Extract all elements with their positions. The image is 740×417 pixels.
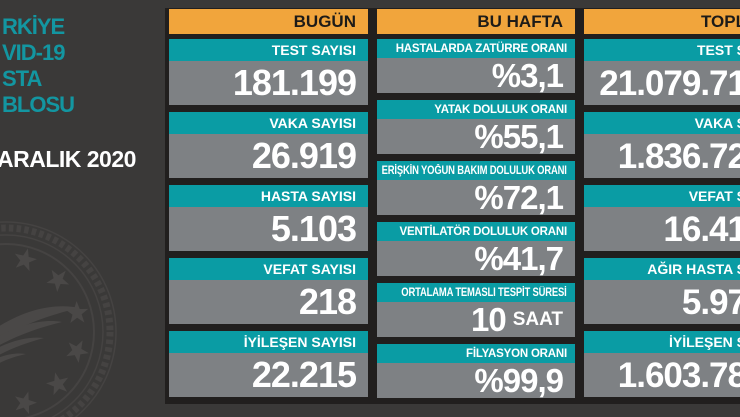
stat-card-test-sayisi: TEST SAYISI 181.199 xyxy=(169,39,368,105)
stat-value: 5.97 xyxy=(584,280,740,324)
stat-label: FİLYASYON ORANI xyxy=(377,344,575,363)
stat-label: YATAK DOLULUK ORANI xyxy=(377,100,575,119)
stat-card-agir-hasta: AĞIR HASTA S 5.97 xyxy=(584,258,740,324)
stat-card-filyasyon-orani: FİLYASYON ORANI %99,9 xyxy=(377,344,575,398)
stat-label: AĞIR HASTA S xyxy=(584,258,740,280)
stat-label: VEFAT S xyxy=(584,185,740,207)
column-header-bu-hafta: BU HAFTA xyxy=(377,9,575,34)
stat-value: %41,7 xyxy=(377,241,575,276)
stat-value: 1.603.78 xyxy=(584,353,740,397)
stat-value: 218 xyxy=(169,280,368,324)
stat-value: %72,1 xyxy=(377,180,575,215)
stat-label-text: ORTALAMA TEMASLI TESPİT SÜRESİ xyxy=(401,286,568,299)
title-line-turkiye: RKİYE xyxy=(2,14,65,39)
stat-label: HASTA SAYISI xyxy=(169,185,368,207)
stat-card-zaturre-orani: HASTALARDA ZATÜRRE ORANI %3,1 xyxy=(377,39,575,93)
stat-value: 16.41 xyxy=(584,207,740,251)
stat-label: TEST S xyxy=(584,39,740,61)
stat-value: %3,1 xyxy=(377,58,575,93)
title-line-hasta: STA xyxy=(2,66,42,91)
stat-value: %55,1 xyxy=(377,119,575,154)
column-toplam: TOPL TEST S 21.079.71 VAKA S 1.836.72 VE… xyxy=(584,9,740,404)
stat-value: %99,9 xyxy=(377,363,575,398)
ministry-of-health-seal-watermark xyxy=(0,221,117,417)
stat-card-toplam-vaka: VAKA S 1.836.72 xyxy=(584,112,740,178)
title-line-tablosu: BLOSU xyxy=(2,92,75,117)
stat-label: VEFAT SAYISI xyxy=(169,258,368,280)
stat-label: İYİLEŞEN S xyxy=(584,331,740,353)
stat-card-vaka-sayisi: VAKA SAYISI 26.919 xyxy=(169,112,368,178)
stat-value: 10 SAAT xyxy=(377,302,575,337)
stat-label: İYİLEŞEN SAYISI xyxy=(169,331,368,353)
stat-label-text: ERİŞKİN YOĞUN BAKIM DOLULUK ORANI xyxy=(381,164,567,177)
stat-label: VAKA S xyxy=(584,112,740,134)
page-title: RKİYE VID-19 STA BLOSU xyxy=(2,14,75,118)
stat-value: 21.079.71 xyxy=(584,61,740,105)
stat-label: ERİŞKİN YOĞUN BAKIM DOLULUK ORANI xyxy=(377,161,575,180)
column-bu-hafta: BU HAFTA HASTALARDA ZATÜRRE ORANI %3,1 Y… xyxy=(377,9,575,405)
stat-label-text: FİLYASYON ORANI xyxy=(466,347,567,360)
title-line-covid19: VID-19 xyxy=(2,40,65,65)
stat-card-ventilator-doluluk-orani: VENTİLATÖR DOLULUK ORANI %41,7 xyxy=(377,222,575,276)
stat-card-toplam-iyilesen: İYİLEŞEN S 1.603.78 xyxy=(584,331,740,397)
stat-card-toplam-test: TEST S 21.079.71 xyxy=(584,39,740,105)
date-label: ARALIK 2020 xyxy=(0,146,136,172)
column-bugun: BUGÜN TEST SAYISI 181.199 VAKA SAYISI 26… xyxy=(169,9,368,404)
column-header-bugun: BUGÜN xyxy=(169,9,368,34)
stat-value: 22.215 xyxy=(169,353,368,397)
column-header-toplam: TOPL xyxy=(584,9,740,34)
stat-label-text: HASTALARDA ZATÜRRE ORANI xyxy=(395,42,568,55)
stat-label: VENTİLATÖR DOLULUK ORANI xyxy=(377,222,575,241)
stat-card-temasli-tespit-suresi: ORTALAMA TEMASLI TESPİT SÜRESİ 10 SAAT xyxy=(377,283,575,337)
stat-label: HASTALARDA ZATÜRRE ORANI xyxy=(377,39,575,58)
stat-label-text: YATAK DOLULUK ORANI xyxy=(434,103,567,116)
stat-label-text: VENTİLATÖR DOLULUK ORANI xyxy=(399,225,568,238)
stat-value-number: 10 xyxy=(470,301,507,338)
stat-card-hasta-sayisi: HASTA SAYISI 5.103 xyxy=(169,185,368,251)
stat-card-yatak-doluluk-orani: YATAK DOLULUK ORANI %55,1 xyxy=(377,100,575,154)
stat-card-iyilesen-sayisi: İYİLEŞEN SAYISI 22.215 xyxy=(169,331,368,397)
stat-label: ORTALAMA TEMASLI TESPİT SÜRESİ xyxy=(377,283,575,302)
stat-value-unit: SAAT xyxy=(512,309,563,330)
stat-label: TEST SAYISI xyxy=(169,39,368,61)
stat-card-toplam-vefat: VEFAT S 16.41 xyxy=(584,185,740,251)
stat-value: 5.103 xyxy=(169,207,368,251)
stat-value: 26.919 xyxy=(169,134,368,178)
stat-card-yogun-bakim-doluluk-orani: ERİŞKİN YOĞUN BAKIM DOLULUK ORANI %72,1 xyxy=(377,161,575,215)
stat-label: VAKA SAYISI xyxy=(169,112,368,134)
stat-value: 1.836.72 xyxy=(584,134,740,178)
stat-card-vefat-sayisi: VEFAT SAYISI 218 xyxy=(169,258,368,324)
stat-value: 181.199 xyxy=(169,61,368,105)
